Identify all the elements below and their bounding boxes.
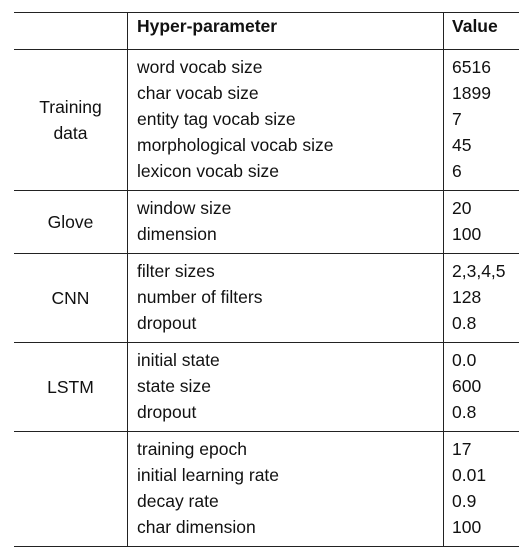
- parameter-value: 0.01: [452, 465, 487, 485]
- group-label: Training data: [39, 97, 102, 143]
- parameter-name: initial state: [137, 350, 220, 370]
- parameter-value: 0.8: [452, 402, 477, 422]
- group-label: CNN: [51, 288, 90, 308]
- section-cnn: CNN filter sizes number of filters dropo…: [14, 253, 519, 343]
- header-parameter: Hyper-parameter: [127, 12, 444, 50]
- table-header: Hyper-parameter Value: [14, 12, 519, 50]
- parameter-cell: window size dimension: [127, 190, 444, 254]
- parameter-name: entity tag vocab size: [137, 109, 296, 129]
- parameter-cell: filter sizes number of filters dropout: [127, 253, 444, 343]
- parameter-cell: training epoch initial learning rate dec…: [127, 431, 444, 547]
- group-label-cell: LSTM: [14, 342, 128, 432]
- parameter-cell: initial state state size dropout: [127, 342, 444, 432]
- parameter-value: 0.0: [452, 350, 477, 370]
- parameter-value: 128: [452, 287, 482, 307]
- parameter-name: training epoch: [137, 439, 247, 459]
- parameter-value: 6: [452, 161, 462, 181]
- parameter-name: dimension: [137, 224, 217, 244]
- parameter-name: number of filters: [137, 287, 263, 307]
- parameter-name: filter sizes: [137, 261, 215, 281]
- parameter-name: morphological vocab size: [137, 135, 334, 155]
- value-cell: 2,3,4,5 128 0.8: [443, 253, 519, 343]
- value-cell: 6516 1899 7 45 6: [443, 49, 519, 191]
- parameter-value: 2,3,4,5: [452, 261, 506, 281]
- parameter-name: window size: [137, 198, 232, 218]
- table-row: LSTM initial state state size dropout 0.…: [14, 342, 519, 432]
- section-glove: Glove window size dimension 20 100: [14, 190, 519, 254]
- section-lstm: LSTM initial state state size dropout 0.…: [14, 342, 519, 432]
- header-group-cell: [14, 12, 128, 50]
- parameter-value: 100: [452, 224, 482, 244]
- group-label: Glove: [47, 212, 94, 232]
- parameter-name: char dimension: [137, 517, 256, 537]
- parameter-cell: word vocab size char vocab size entity t…: [127, 49, 444, 191]
- value-cell: 0.0 600 0.8: [443, 342, 519, 432]
- parameter-value: 600: [452, 376, 482, 396]
- group-label: LSTM: [47, 377, 94, 397]
- table-row: Glove window size dimension 20 100: [14, 190, 519, 254]
- header-value: Value: [443, 12, 519, 50]
- parameter-name: word vocab size: [137, 57, 263, 77]
- parameter-value: 0.8: [452, 313, 477, 333]
- section-training: training epoch initial learning rate dec…: [14, 431, 519, 547]
- value-cell: 17 0.01 0.9 100: [443, 431, 519, 547]
- table-row: Training data word vocab size char vocab…: [14, 49, 519, 191]
- table-row: training epoch initial learning rate dec…: [14, 431, 519, 547]
- parameter-value: 17: [452, 439, 472, 459]
- parameter-value: 1899: [452, 83, 491, 103]
- section-training-data: Training data word vocab size char vocab…: [14, 49, 519, 191]
- group-label-cell: Glove: [14, 190, 128, 254]
- parameter-value: 100: [452, 517, 482, 537]
- table-row: CNN filter sizes number of filters dropo…: [14, 253, 519, 343]
- parameter-value: 20: [452, 198, 472, 218]
- group-label-cell: Training data: [14, 49, 128, 191]
- parameter-name: char vocab size: [137, 83, 259, 103]
- value-cell: 20 100: [443, 190, 519, 254]
- parameter-name: dropout: [137, 402, 197, 422]
- hyperparameter-table: Hyper-parameter Value Training data word…: [14, 12, 519, 547]
- parameter-name: state size: [137, 376, 211, 396]
- group-label-cell: CNN: [14, 253, 128, 343]
- parameter-name: initial learning rate: [137, 465, 280, 485]
- parameter-value: 0.9: [452, 491, 477, 511]
- parameter-value: 45: [452, 135, 472, 155]
- parameter-value: 7: [452, 109, 462, 129]
- header-row: Hyper-parameter Value: [14, 12, 519, 50]
- parameter-name: dropout: [137, 313, 197, 333]
- parameter-name: decay rate: [137, 491, 219, 511]
- parameter-value: 6516: [452, 57, 491, 77]
- parameter-name: lexicon vocab size: [137, 161, 280, 181]
- group-label-cell: [14, 431, 128, 547]
